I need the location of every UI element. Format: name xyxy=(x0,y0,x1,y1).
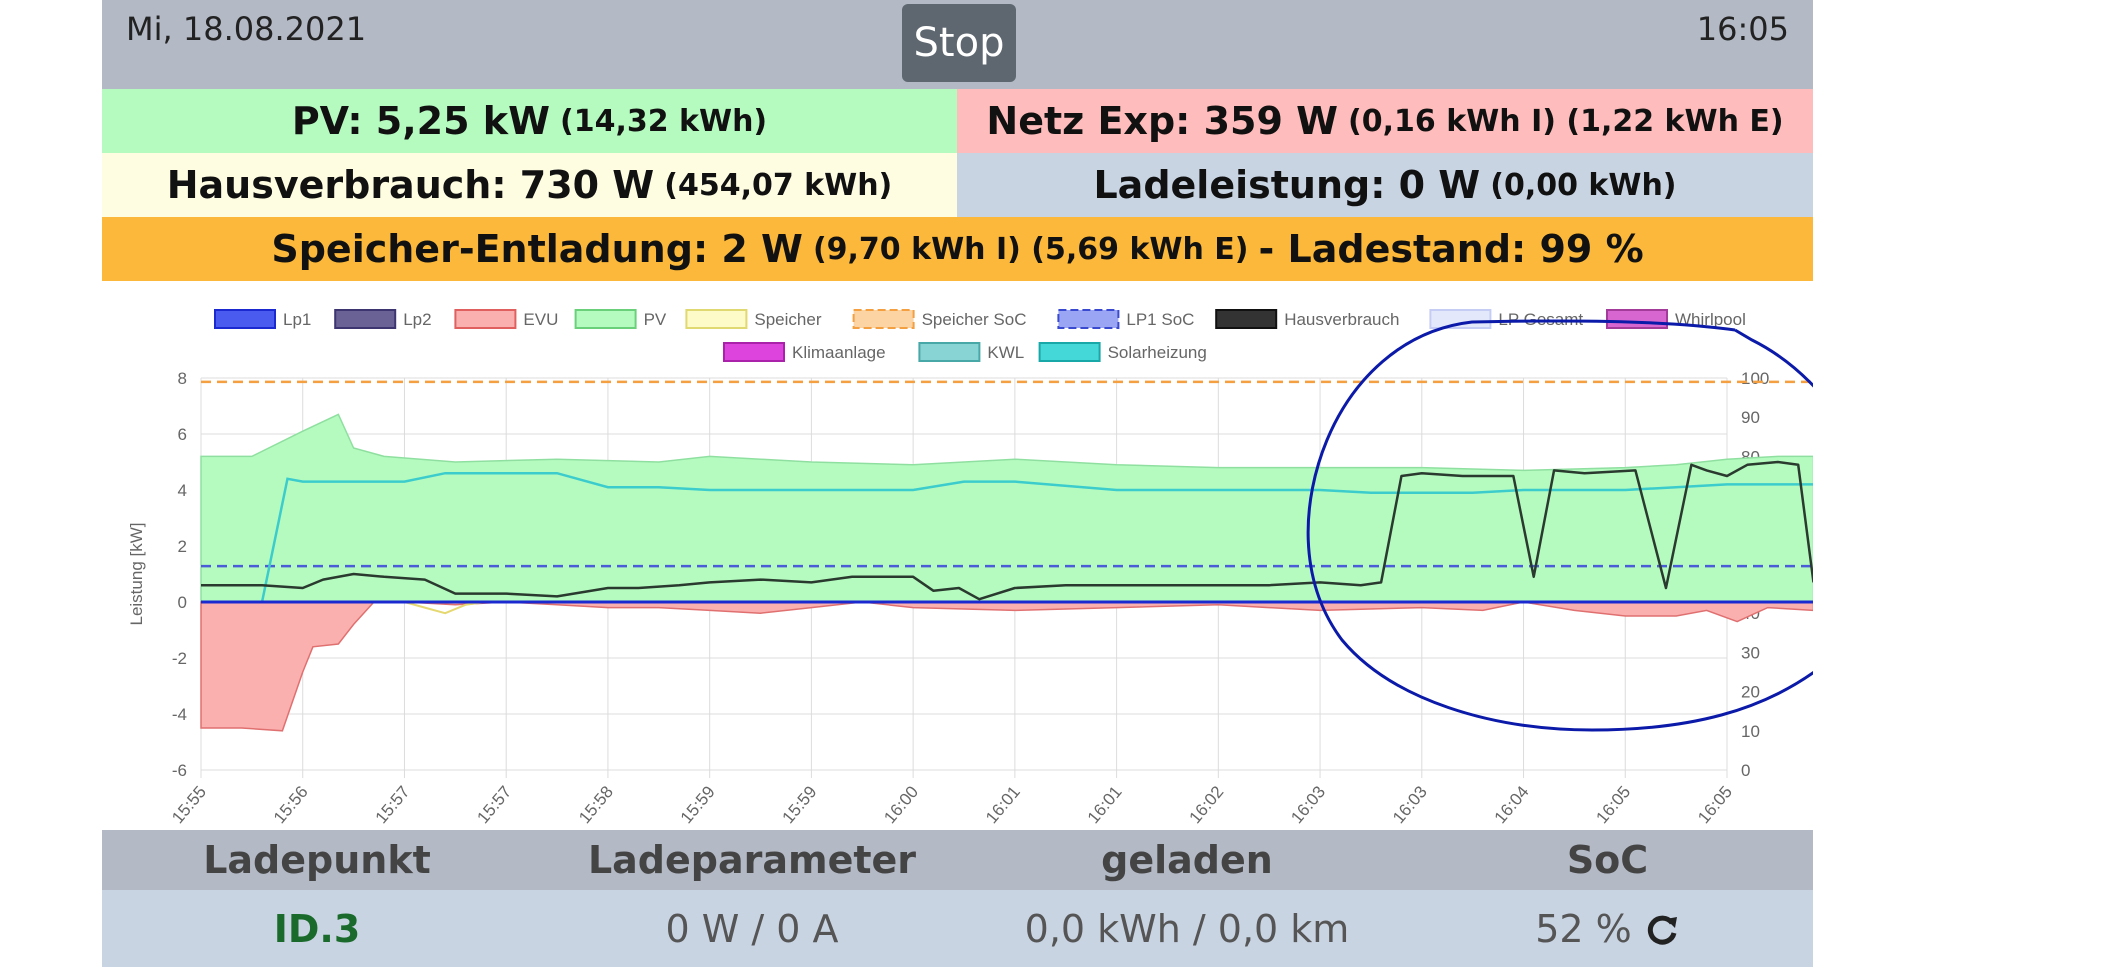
x-tick-label: 15:59 xyxy=(779,782,821,827)
house-value: Hausverbrauch: 730 W xyxy=(166,163,655,207)
header-soc: SoC xyxy=(1566,838,1649,882)
y-tick-label: -2 xyxy=(172,649,187,668)
legend-label-lp2: Lp2 xyxy=(403,310,431,329)
time-display: 16:05 xyxy=(1696,10,1789,48)
pv-status: PV: 5,25 kW (14,32 kWh) xyxy=(102,89,957,153)
y2-tick-label: 90 xyxy=(1741,408,1760,427)
y2-tick-label: 20 xyxy=(1741,683,1760,702)
x-tick-label: 15:57 xyxy=(372,782,414,827)
legend-label-lp-gesamt: LP Gesamt xyxy=(1498,310,1583,329)
grid-status: Netz Exp: 359 W (0,16 kWh I) (1,22 kWh E… xyxy=(957,89,1813,153)
legend-swatch-evu xyxy=(454,309,517,329)
battery-value: Speicher-Entladung: 2 W xyxy=(271,227,803,271)
x-tick-label: 16:03 xyxy=(1287,782,1329,827)
pv-value: PV: 5,25 kW xyxy=(291,99,550,143)
legend-swatch-lp-gesamt xyxy=(1429,309,1492,329)
legend-label-klimaanlage: Klimaanlage xyxy=(792,343,886,362)
date-display: Mi, 18.08.2021 xyxy=(126,10,367,48)
x-tick-label: 16:01 xyxy=(982,782,1024,827)
soc-value: 52 % xyxy=(1535,906,1632,951)
legend-swatch-hausverbrauch xyxy=(1215,309,1278,329)
x-tick-label: 16:00 xyxy=(880,782,922,827)
y-tick-label: 6 xyxy=(178,425,187,444)
x-tick-label: 15:59 xyxy=(677,782,719,827)
y-axis-label: Leistung [kW] xyxy=(127,523,146,626)
y2-tick-label: 30 xyxy=(1741,643,1760,662)
grid-energy: (0,16 kWh I) (1,22 kWh E) xyxy=(1348,103,1784,139)
legend-swatch-speicher-soc xyxy=(852,309,915,329)
legend-label-hausverbrauch: Hausverbrauch xyxy=(1284,310,1399,329)
legend-label-speicher: Speicher xyxy=(754,310,821,329)
y-tick-label: -4 xyxy=(172,705,187,724)
header-bar: Mi, 18.08.2021 Stop 16:05 xyxy=(102,0,1813,89)
legend-label-solarheizung: Solarheizung xyxy=(1108,343,1207,362)
legend-swatch-kwl xyxy=(918,342,981,362)
series-evu-area xyxy=(200,601,1813,732)
grid-value: Netz Exp: 359 W xyxy=(986,99,1339,143)
x-tick-label: 15:57 xyxy=(473,782,515,827)
legend-label-lp1: Lp1 xyxy=(283,310,311,329)
series-hausverbrauch-line xyxy=(201,460,1813,601)
legend-swatch-pv xyxy=(574,309,637,329)
charge-point-table-header: Ladepunkt Ladeparameter geladen SoC xyxy=(102,830,1813,890)
charge-point-name[interactable]: ID.3 xyxy=(273,906,361,951)
legend-label-lp1-soc: LP1 SoC xyxy=(1126,310,1194,329)
soc-cell: 52 % xyxy=(1402,890,1813,967)
legend-label-speicher-soc: Speicher SoC xyxy=(922,310,1027,329)
x-tick-label: 15:56 xyxy=(270,782,312,827)
x-tick-label: 16:04 xyxy=(1491,782,1533,827)
series-pv-area xyxy=(200,413,1813,603)
x-tick-label: 16:03 xyxy=(1389,782,1431,827)
header-ladeparameter: Ladeparameter xyxy=(587,838,917,882)
y2-tick-label: 0 xyxy=(1741,761,1750,780)
y-tick-label: -6 xyxy=(172,761,187,780)
legend-swatch-lp1-soc xyxy=(1057,309,1120,329)
legend-swatch-lp1 xyxy=(214,309,276,329)
annotation-circle xyxy=(1306,319,1813,732)
x-tick-label: 16:05 xyxy=(1592,782,1634,827)
legend-swatch-speicher xyxy=(685,309,748,329)
refresh-icon[interactable] xyxy=(1644,911,1680,947)
power-chart: Lp1 Lp2 EVU PV Speicher Speicher SoC LP1 SoC Ha… xyxy=(102,290,1813,830)
house-consumption-status: Hausverbrauch: 730 W (454,07 kWh) xyxy=(102,153,957,217)
legend-label-kwl: KWL xyxy=(987,343,1024,362)
y2-tick-label: 100 xyxy=(1741,369,1769,388)
series-speicher-line xyxy=(404,601,486,615)
legend-swatch-lp2 xyxy=(334,309,397,329)
legend-swatch-klimaanlage xyxy=(723,342,785,362)
chart-canvas: Lp1 Lp2 EVU PV Speicher Speicher SoC LP1 SoC Ha… xyxy=(127,309,1813,827)
stop-button[interactable]: Stop xyxy=(902,4,1016,82)
battery-soc: - Ladestand: 99 % xyxy=(1258,227,1644,271)
charging-power-status: Ladeleistung: 0 W (0,00 kWh) xyxy=(957,153,1813,217)
legend-swatch-solarheizung xyxy=(1038,342,1101,362)
x-tick-label: 16:01 xyxy=(1084,782,1126,827)
battery-status: Speicher-Entladung: 2 W (9,70 kWh I) (5,… xyxy=(102,217,1813,281)
charged-amount: 0,0 kWh / 0,0 km xyxy=(1024,906,1350,951)
battery-energy: (9,70 kWh I) (5,69 kWh E) xyxy=(812,231,1249,267)
legend-swatch-whirlpool xyxy=(1606,309,1668,329)
y2-tick-label: 10 xyxy=(1741,722,1760,741)
x-tick-label: 15:55 xyxy=(168,782,210,827)
header-ladepunkt: Ladepunkt xyxy=(203,838,431,882)
pv-energy: (14,32 kWh) xyxy=(559,103,768,139)
charging-value: Ladeleistung: 0 W xyxy=(1093,163,1481,207)
charging-energy: (0,00 kWh) xyxy=(1490,167,1677,203)
table-row[interactable]: ID.3 0 W / 0 A 0,0 kWh / 0,0 km 52 % xyxy=(102,890,1813,967)
header-geladen: geladen xyxy=(1101,838,1273,882)
y-tick-label: 4 xyxy=(178,481,187,500)
x-tick-label: 16:02 xyxy=(1185,782,1227,827)
y-tick-label: 2 xyxy=(178,537,187,556)
x-tick-label: 15:58 xyxy=(575,782,617,827)
y-tick-label: 8 xyxy=(178,369,187,388)
house-energy: (454,07 kWh) xyxy=(664,167,893,203)
legend-label-pv: PV xyxy=(644,310,667,329)
charge-parameters: 0 W / 0 A xyxy=(665,906,839,951)
legend-label-evu: EVU xyxy=(523,310,558,329)
x-tick-label: 16:05 xyxy=(1694,782,1736,827)
y-tick-label: 0 xyxy=(178,593,187,612)
